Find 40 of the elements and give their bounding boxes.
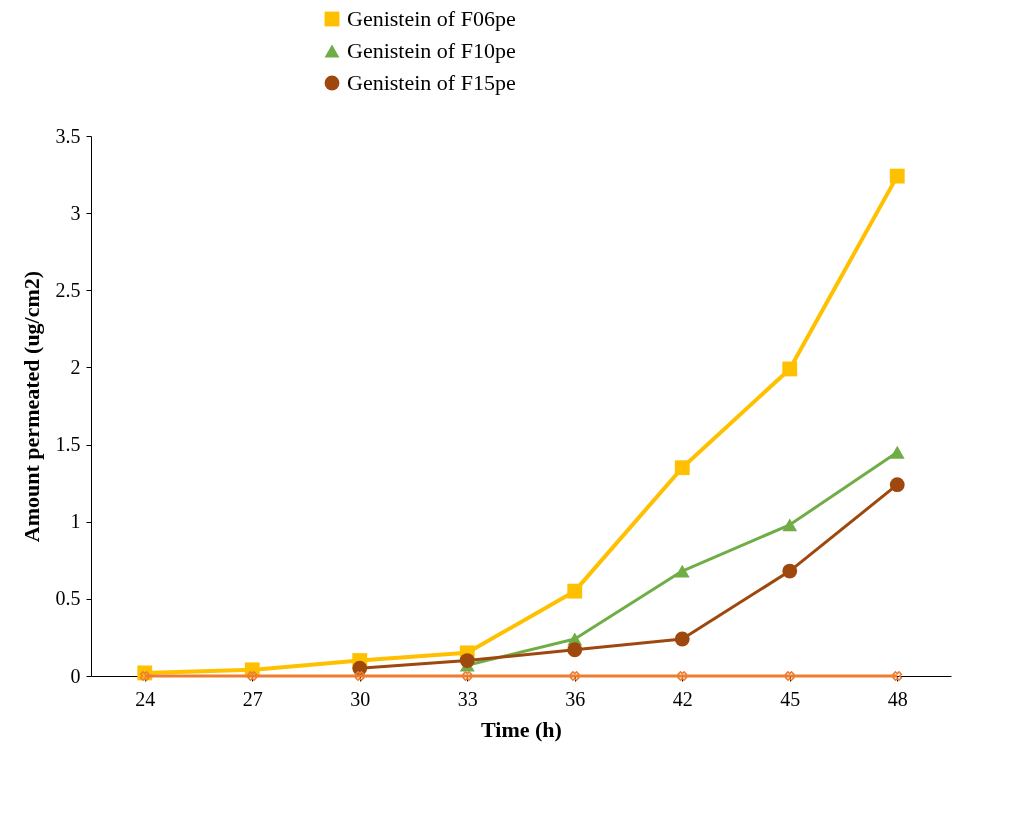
y-tick-label: 2	[70, 355, 81, 378]
y-tick-label: 1	[70, 510, 81, 533]
point	[354, 671, 365, 681]
y-tick-label: 1.5	[55, 433, 81, 456]
point	[889, 168, 905, 184]
point	[459, 653, 475, 668]
point	[889, 477, 905, 493]
point	[674, 460, 690, 476]
point	[674, 564, 690, 578]
point	[889, 445, 905, 459]
point	[567, 583, 583, 599]
legend-label: Genistein of F10pe	[347, 38, 516, 63]
point	[677, 671, 688, 681]
point	[782, 518, 798, 532]
y-tick-label: 3.5	[55, 124, 81, 147]
y-tick-label: 2.5	[55, 278, 81, 301]
point	[462, 671, 473, 681]
point	[784, 671, 795, 681]
y-tick-label: 0	[70, 664, 81, 687]
x-axis-title: Time (h)	[481, 716, 562, 742]
point	[569, 671, 580, 681]
point	[892, 671, 903, 681]
x-tick-label: 48	[887, 687, 908, 710]
x-tick-label: 36	[565, 687, 586, 710]
legend-label: Genistein of F06pe	[347, 6, 516, 31]
y-tick-label: 3	[70, 201, 81, 224]
legend-label: Genistein of F15pe	[347, 70, 516, 95]
point	[674, 631, 690, 647]
y-tick-label: 0.5	[55, 587, 81, 610]
x-tick-label: 42	[672, 687, 693, 710]
x-tick-label: 45	[780, 687, 801, 710]
x-tick-label: 30	[350, 687, 371, 710]
point	[782, 563, 798, 579]
point	[782, 361, 798, 377]
x-tick-label: 27	[242, 687, 263, 710]
y-axis-title: Amount permeated (ug/cm2)	[18, 270, 44, 543]
x-tick-label: 24	[135, 687, 156, 710]
point	[567, 642, 583, 658]
point	[247, 671, 258, 681]
x-tick-label: 33	[457, 687, 478, 710]
